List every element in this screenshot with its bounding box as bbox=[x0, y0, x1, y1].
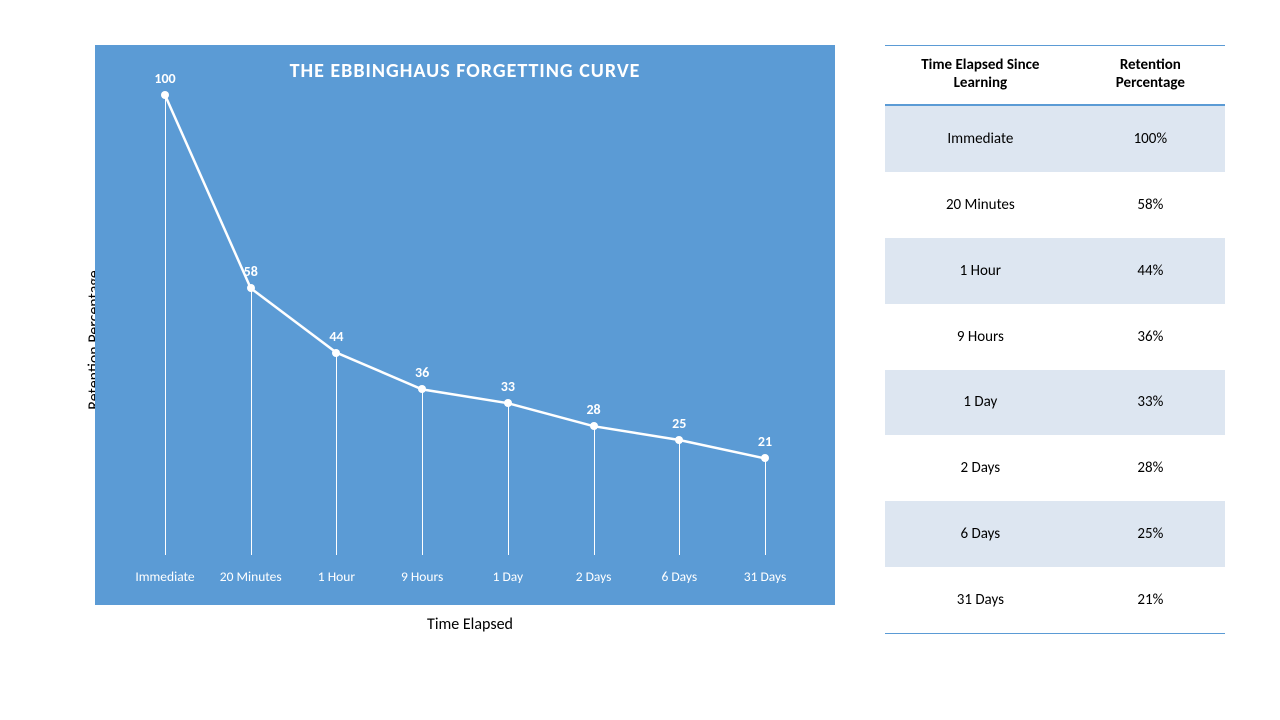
data-label: 44 bbox=[329, 328, 343, 345]
table-row: 9 Hours36% bbox=[885, 304, 1225, 370]
data-label: 28 bbox=[586, 401, 600, 418]
cell-time: Immediate bbox=[885, 105, 1076, 172]
chart-panel: THE EBBINGHAUS FORGETTING CURVE 100Immed… bbox=[95, 45, 835, 605]
drop-line bbox=[594, 426, 595, 555]
x-tick-label: 1 Day bbox=[493, 568, 524, 585]
cell-time: 1 Hour bbox=[885, 238, 1076, 304]
line-series bbox=[125, 95, 805, 555]
cell-retention: 100% bbox=[1076, 105, 1225, 172]
table-row: 6 Days25% bbox=[885, 501, 1225, 567]
data-label: 58 bbox=[244, 263, 258, 280]
x-axis-title: Time Elapsed bbox=[95, 615, 845, 634]
data-label: 25 bbox=[672, 415, 686, 432]
drop-line bbox=[679, 440, 680, 555]
cell-retention: 28% bbox=[1076, 435, 1225, 501]
data-marker bbox=[247, 284, 255, 292]
data-marker bbox=[675, 436, 683, 444]
drop-line bbox=[251, 288, 252, 555]
cell-time: 20 Minutes bbox=[885, 172, 1076, 238]
x-tick-label: 1 Hour bbox=[318, 568, 355, 585]
cell-time: 2 Days bbox=[885, 435, 1076, 501]
drop-line bbox=[422, 389, 423, 555]
cell-retention: 25% bbox=[1076, 501, 1225, 567]
x-tick-label: 31 Days bbox=[744, 568, 787, 585]
chart-title: THE EBBINGHAUS FORGETTING CURVE bbox=[95, 45, 835, 83]
data-marker bbox=[761, 454, 769, 462]
data-marker bbox=[504, 399, 512, 407]
x-tick-label: Immediate bbox=[135, 568, 194, 585]
data-marker bbox=[418, 385, 426, 393]
drop-line bbox=[508, 403, 509, 555]
x-tick-label: 9 Hours bbox=[401, 568, 443, 585]
plot-area: 100Immediate5820 Minutes441 Hour369 Hour… bbox=[125, 95, 805, 555]
drop-line bbox=[165, 95, 166, 555]
chart-wrapper: Retention Percentage THE EBBINGHAUS FORG… bbox=[75, 45, 845, 634]
drop-line bbox=[336, 353, 337, 555]
x-tick-label: 6 Days bbox=[661, 568, 697, 585]
data-table: Time Elapsed Since Learning Retention Pe… bbox=[885, 45, 1225, 634]
drop-line bbox=[765, 458, 766, 555]
cell-retention: 36% bbox=[1076, 304, 1225, 370]
x-tick-label: 20 Minutes bbox=[220, 568, 282, 585]
cell-retention: 44% bbox=[1076, 238, 1225, 304]
table-row: 20 Minutes58% bbox=[885, 172, 1225, 238]
table-header-time: Time Elapsed Since Learning bbox=[885, 46, 1076, 106]
table-row: 2 Days28% bbox=[885, 435, 1225, 501]
table-header-retention: Retention Percentage bbox=[1076, 46, 1225, 106]
main-container: Retention Percentage THE EBBINGHAUS FORG… bbox=[75, 45, 1225, 634]
table-row: 1 Day33% bbox=[885, 370, 1225, 436]
x-tick-label: 2 Days bbox=[576, 568, 612, 585]
table-row: 1 Hour44% bbox=[885, 238, 1225, 304]
data-label: 21 bbox=[758, 433, 772, 450]
cell-time: 6 Days bbox=[885, 501, 1076, 567]
cell-time: 1 Day bbox=[885, 370, 1076, 436]
data-label: 36 bbox=[415, 364, 429, 381]
data-marker bbox=[590, 422, 598, 430]
cell-retention: 58% bbox=[1076, 172, 1225, 238]
data-label: 33 bbox=[501, 378, 515, 395]
cell-time: 9 Hours bbox=[885, 304, 1076, 370]
data-label: 100 bbox=[154, 70, 175, 87]
table-row: 31 Days21% bbox=[885, 567, 1225, 634]
data-marker bbox=[332, 349, 340, 357]
table-header-row: Time Elapsed Since Learning Retention Pe… bbox=[885, 46, 1225, 106]
cell-time: 31 Days bbox=[885, 567, 1076, 634]
table-row: Immediate100% bbox=[885, 105, 1225, 172]
data-marker bbox=[161, 91, 169, 99]
cell-retention: 33% bbox=[1076, 370, 1225, 436]
cell-retention: 21% bbox=[1076, 567, 1225, 634]
